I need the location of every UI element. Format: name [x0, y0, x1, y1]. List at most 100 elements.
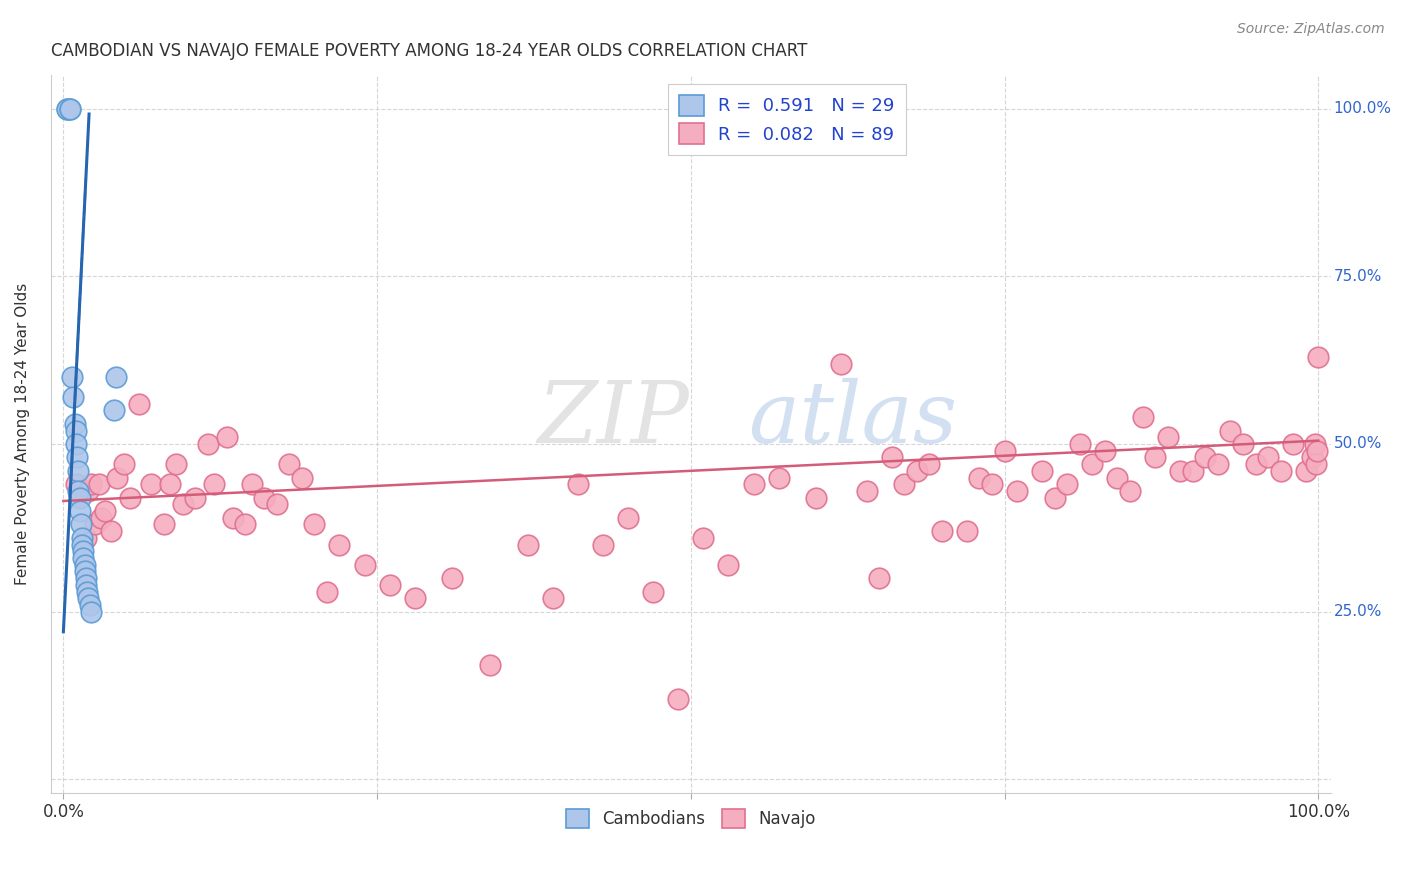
Point [1306, 443, 1329, 458]
Point [75, 531, 97, 545]
Point [59, 102, 82, 116]
Point [1303, 437, 1326, 451]
Point [118, 491, 141, 505]
Point [643, 584, 665, 599]
Point [1244, 457, 1267, 471]
Point [918, 457, 941, 471]
Point [69, 504, 91, 518]
Point [159, 477, 181, 491]
Point [63, 417, 86, 431]
Text: 25.0%: 25.0% [1333, 604, 1382, 619]
Point [215, 430, 238, 444]
Point [1232, 437, 1254, 451]
Point [717, 558, 740, 572]
Point [1144, 450, 1167, 465]
Point [969, 470, 991, 484]
Point [70, 531, 93, 545]
Point [1305, 457, 1327, 471]
Point [993, 443, 1015, 458]
Point [1257, 450, 1279, 465]
Point [316, 584, 339, 599]
Point [70, 517, 93, 532]
Point [1043, 491, 1066, 505]
Point [830, 357, 852, 371]
Text: 100.0%: 100.0% [1333, 101, 1392, 116]
Point [141, 477, 163, 491]
Point [80, 605, 103, 619]
Point [73, 565, 96, 579]
Point [1132, 410, 1154, 425]
Point [90, 510, 112, 524]
Point [266, 497, 288, 511]
Point [72, 551, 94, 566]
Point [70, 537, 93, 551]
Point [1031, 464, 1053, 478]
Point [253, 491, 276, 505]
Point [441, 571, 464, 585]
Text: Source: ZipAtlas.com: Source: ZipAtlas.com [1237, 22, 1385, 37]
Point [79, 598, 101, 612]
Legend: Cambodians, Navajo: Cambodians, Navajo [560, 802, 823, 835]
Point [1056, 477, 1078, 491]
Point [1282, 437, 1305, 451]
Point [1206, 457, 1229, 471]
Point [165, 457, 187, 471]
Point [197, 437, 219, 451]
Point [956, 524, 979, 538]
Point [291, 470, 314, 484]
Point [905, 464, 928, 478]
Point [66, 450, 89, 465]
Point [479, 658, 502, 673]
Point [75, 578, 97, 592]
Point [75, 571, 97, 585]
Point [59, 102, 82, 116]
Point [87, 477, 110, 491]
Point [1081, 457, 1104, 471]
Point [103, 403, 125, 417]
Point [184, 491, 207, 505]
Point [806, 491, 828, 505]
Text: atlas: atlas [748, 378, 957, 461]
Point [768, 470, 790, 484]
Point [80, 477, 103, 491]
Point [105, 370, 128, 384]
Y-axis label: Female Poverty Among 18-24 Year Olds: Female Poverty Among 18-24 Year Olds [15, 283, 30, 585]
Point [931, 524, 953, 538]
Point [378, 578, 401, 592]
Point [1295, 464, 1317, 478]
Point [77, 483, 100, 498]
Point [1181, 464, 1204, 478]
Point [77, 591, 100, 606]
Point [112, 457, 135, 471]
Point [278, 457, 301, 471]
Point [105, 470, 128, 484]
Point [304, 517, 326, 532]
Point [353, 558, 375, 572]
Point [692, 531, 714, 545]
Point [592, 537, 614, 551]
Point [1005, 483, 1028, 498]
Point [1094, 443, 1116, 458]
Point [94, 504, 117, 518]
Point [240, 477, 263, 491]
Point [233, 517, 256, 532]
Point [65, 477, 87, 491]
Point [62, 390, 84, 404]
Point [73, 558, 96, 572]
Point [1308, 350, 1330, 364]
Point [222, 510, 245, 524]
Text: ZIP: ZIP [537, 378, 689, 461]
Point [1270, 464, 1292, 478]
Point [742, 477, 765, 491]
Point [72, 544, 94, 558]
Point [1168, 464, 1191, 478]
Point [666, 691, 689, 706]
Point [868, 571, 890, 585]
Point [67, 483, 90, 498]
Text: CAMBODIAN VS NAVAJO FEMALE POVERTY AMONG 18-24 YEAR OLDS CORRELATION CHART: CAMBODIAN VS NAVAJO FEMALE POVERTY AMONG… [51, 42, 807, 60]
Point [56, 102, 79, 116]
Point [172, 497, 194, 511]
Point [1219, 424, 1241, 438]
Point [404, 591, 426, 606]
Point [541, 591, 564, 606]
